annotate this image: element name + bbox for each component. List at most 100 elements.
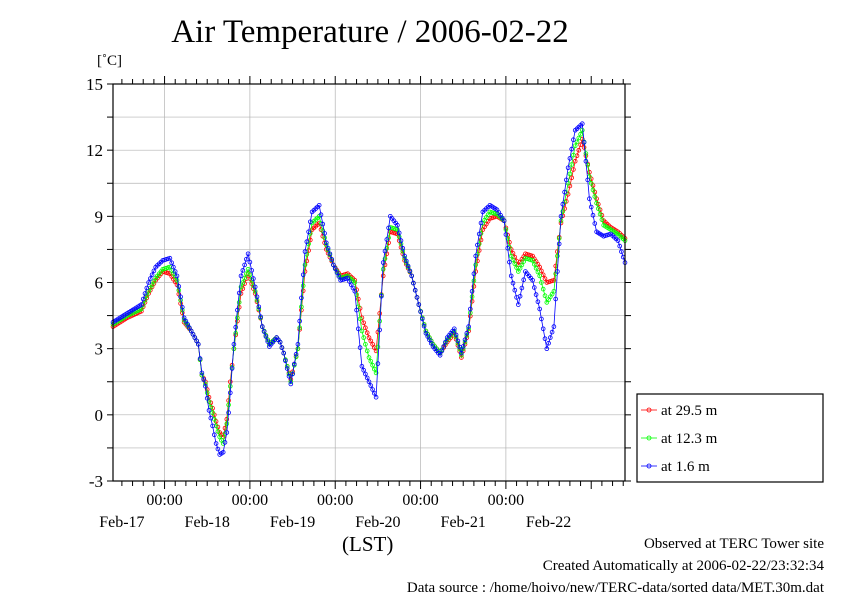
data-point <box>551 277 557 283</box>
legend-label: at 12.3 m <box>661 431 718 447</box>
data-point <box>252 288 258 294</box>
data-point <box>235 307 240 313</box>
data-point <box>295 341 301 347</box>
data-point <box>199 370 205 376</box>
data-point <box>535 269 541 275</box>
data-point <box>235 315 240 321</box>
data-point <box>594 200 599 206</box>
data-point <box>240 280 246 285</box>
data-point <box>379 293 384 299</box>
data-point <box>402 253 407 259</box>
data-point <box>261 329 267 334</box>
data-point <box>203 383 208 389</box>
series-line <box>112 137 626 438</box>
data-point <box>293 351 299 357</box>
data-point <box>236 300 242 305</box>
data-point <box>368 358 374 364</box>
data-point <box>307 237 313 243</box>
data-point <box>204 395 210 401</box>
data-point <box>302 249 308 254</box>
data-point <box>363 325 368 331</box>
data-point <box>233 324 239 330</box>
data-point <box>530 277 535 283</box>
data-point <box>176 284 182 289</box>
data-point <box>220 449 226 455</box>
data-point <box>619 249 624 254</box>
data-point <box>571 137 576 143</box>
data-point <box>537 273 542 279</box>
data-point <box>540 286 546 292</box>
data-point <box>512 287 518 293</box>
data-point <box>512 261 518 267</box>
data-point <box>533 265 539 271</box>
data-point <box>400 246 406 251</box>
data-point <box>567 171 573 177</box>
data-point <box>590 187 596 193</box>
data-point <box>587 196 592 202</box>
data-point <box>364 375 370 381</box>
data-point <box>352 288 358 294</box>
x-tick-date-label: Feb-20 <box>355 514 400 531</box>
data-point <box>290 371 295 377</box>
y-tick-label: -3 <box>89 472 103 491</box>
data-point <box>535 299 541 305</box>
data-point <box>382 256 388 262</box>
y-tick-label: 12 <box>86 141 103 160</box>
data-point <box>515 302 521 307</box>
y-axis-unit-label: [˚C] <box>97 53 122 69</box>
data-point <box>508 253 514 259</box>
data-point <box>571 167 576 172</box>
legend-swatch-marker <box>646 463 652 469</box>
data-point <box>503 232 509 237</box>
footer-observed: Observed at TERC Tower site <box>643 536 824 552</box>
data-point <box>238 284 244 290</box>
data-point <box>334 270 340 275</box>
data-point <box>540 326 546 332</box>
data-point <box>373 394 379 400</box>
data-point <box>563 177 569 183</box>
data-point <box>259 324 265 329</box>
x-tick-date-label: Feb-19 <box>270 514 315 531</box>
data-point <box>507 259 512 265</box>
data-point <box>478 237 484 243</box>
data-point <box>244 256 249 262</box>
data-point <box>460 344 466 349</box>
data-point <box>555 253 560 259</box>
data-point <box>357 316 363 322</box>
data-point <box>228 390 233 396</box>
data-point <box>565 165 571 171</box>
data-point <box>336 274 342 279</box>
data-point <box>366 355 372 360</box>
data-point <box>412 287 418 293</box>
x-tick-time-label: 00:00 <box>232 492 268 509</box>
chart-title: Air Temperature / 2006-02-22 <box>171 14 569 50</box>
data-point <box>206 408 212 413</box>
data-point <box>571 152 576 158</box>
data-point <box>386 225 391 231</box>
data-point <box>542 276 548 281</box>
data-point <box>505 246 511 251</box>
data-point <box>251 276 256 281</box>
data-point <box>236 290 242 296</box>
data-point <box>297 318 303 324</box>
data-point <box>409 273 415 279</box>
data-point <box>224 430 230 435</box>
x-tick-time-label: 00:00 <box>488 492 524 509</box>
data-point <box>451 326 457 332</box>
data-point <box>421 323 427 329</box>
data-point <box>300 272 306 278</box>
data-point <box>304 239 310 245</box>
data-point <box>546 340 551 346</box>
data-point <box>579 128 585 133</box>
data-point <box>501 218 507 224</box>
data-point <box>569 162 574 167</box>
data-point <box>354 307 359 313</box>
data-point <box>215 429 221 434</box>
data-point <box>521 277 526 283</box>
data-point <box>368 338 374 344</box>
series-1 <box>110 128 628 446</box>
grid-lines <box>113 83 625 482</box>
data-point <box>597 211 603 217</box>
data-point <box>542 293 548 299</box>
